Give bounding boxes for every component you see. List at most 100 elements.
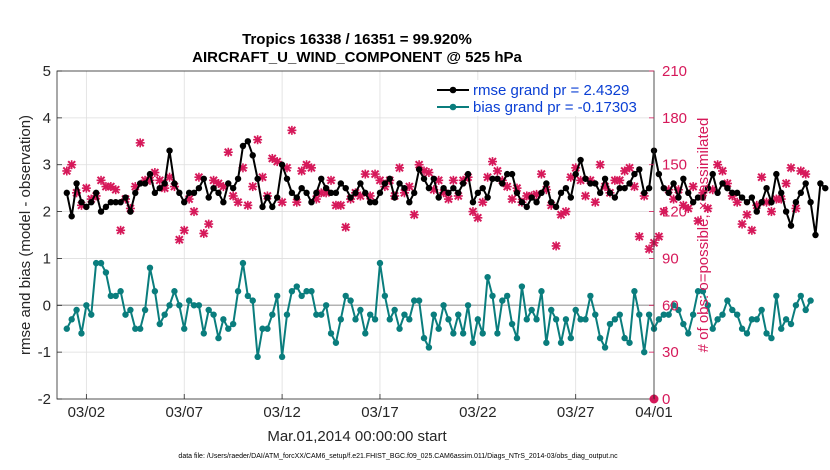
legend-marker-bias (449, 103, 457, 111)
y-tick-label: 5 (43, 63, 51, 80)
bias-point (680, 320, 687, 328)
obs-assimilated-marker (654, 232, 664, 242)
bias-point (181, 325, 188, 332)
bias-point (117, 288, 124, 295)
obs-assimilated-marker (478, 197, 488, 207)
bias-point (269, 311, 276, 318)
obs-assimilated-marker (116, 225, 126, 235)
rmse-point (685, 189, 692, 197)
bias-point (274, 292, 281, 300)
rmse-point (117, 199, 124, 206)
rmse-point (210, 184, 217, 192)
y-right-tick-label: 60 (662, 297, 679, 314)
bias-point (420, 334, 428, 342)
rmse-point (371, 199, 379, 206)
obs-assimilated-marker (693, 216, 703, 226)
bias-point (484, 273, 491, 281)
rmse-point (151, 189, 159, 197)
series-layer (63, 138, 829, 361)
rmse-point (753, 208, 760, 215)
data-file-footer: data file: /Users/raeder/DAI/ATM_forcXX/… (178, 453, 618, 460)
rmse-point (107, 199, 115, 206)
bias-point (518, 283, 526, 290)
bias-point (675, 306, 682, 314)
rmse-point (523, 203, 530, 211)
bias-point (494, 330, 501, 337)
bias-point (479, 330, 486, 337)
bias-point (244, 292, 252, 300)
y-axis-right-ticks: 0 30 60 90 120 150 180 210 (649, 63, 687, 408)
obs-assimilated-marker (732, 197, 742, 207)
bias-point (572, 306, 579, 314)
rmse-point (259, 203, 266, 211)
rmse-point (264, 194, 271, 201)
rmse-point (503, 170, 511, 178)
rmse-point (406, 199, 413, 206)
rmse-point (508, 170, 516, 178)
rmse-point (704, 184, 712, 192)
bias-point (215, 334, 222, 342)
rmse-point (660, 184, 667, 192)
obs-assimilated-marker (189, 207, 199, 217)
rmse-point (513, 189, 521, 197)
bias-point (308, 288, 315, 295)
obs-assimilated-marker (713, 160, 723, 170)
bias-point (303, 288, 310, 295)
bias-point (499, 297, 506, 304)
bias-point (391, 306, 398, 314)
bias-point (592, 311, 599, 318)
rmse-point (97, 208, 105, 215)
bias-point (264, 325, 271, 332)
y-right-tick-label: 90 (662, 250, 679, 267)
bias-point (455, 311, 462, 318)
y-right-tick-label: 150 (662, 157, 687, 174)
bias-point (464, 302, 472, 309)
bias-point (342, 292, 349, 300)
rmse-point (337, 180, 345, 187)
bias-point (63, 325, 70, 332)
rmse-point (469, 199, 477, 206)
rmse-point (778, 189, 785, 197)
bias-point (425, 344, 433, 351)
rmse-point (699, 194, 707, 201)
bias-point (606, 320, 614, 328)
rmse-point (303, 189, 310, 197)
rmse-point (362, 189, 369, 197)
chart-title-line1: Tropics 16338 / 16351 = 99.920% (242, 31, 472, 48)
y-axis-label: rmse and bias (model - observation) (17, 115, 34, 355)
rmse-point (670, 180, 677, 187)
rmse-point (68, 213, 75, 220)
rmse-point (73, 180, 80, 187)
bias-point (362, 330, 369, 337)
rmse-point (381, 180, 389, 187)
rmse-point (254, 175, 261, 182)
obs-assimilated-marker (688, 182, 698, 192)
rmse-point (195, 184, 203, 192)
obs-assimilated-marker (443, 194, 453, 204)
rmse-point (181, 199, 188, 206)
bias-point (474, 316, 482, 323)
rmse-point (313, 189, 320, 197)
bias-point (758, 306, 765, 314)
bias-point (528, 306, 535, 314)
bias-point (220, 316, 227, 323)
rmse-point (239, 142, 247, 150)
rmse-point (205, 194, 212, 201)
rmse-point (528, 194, 535, 201)
bias-point (313, 311, 320, 318)
bias-point (127, 306, 134, 314)
bias-point (293, 283, 300, 290)
bias-point (406, 316, 413, 323)
bias-point (665, 311, 672, 318)
bias-point (411, 297, 418, 304)
rmse-point (176, 189, 183, 197)
rmse-point (455, 189, 462, 197)
rmse-point (797, 189, 805, 197)
bias-point (601, 344, 609, 351)
rmse-point (244, 138, 252, 145)
bias-point (611, 316, 619, 323)
rmse-point (802, 180, 809, 187)
bias-point (582, 316, 589, 323)
chart-title-line2: AIRCRAFT_U_WIND_COMPONENT @ 525 hPa (192, 49, 522, 66)
rmse-point (484, 194, 491, 201)
